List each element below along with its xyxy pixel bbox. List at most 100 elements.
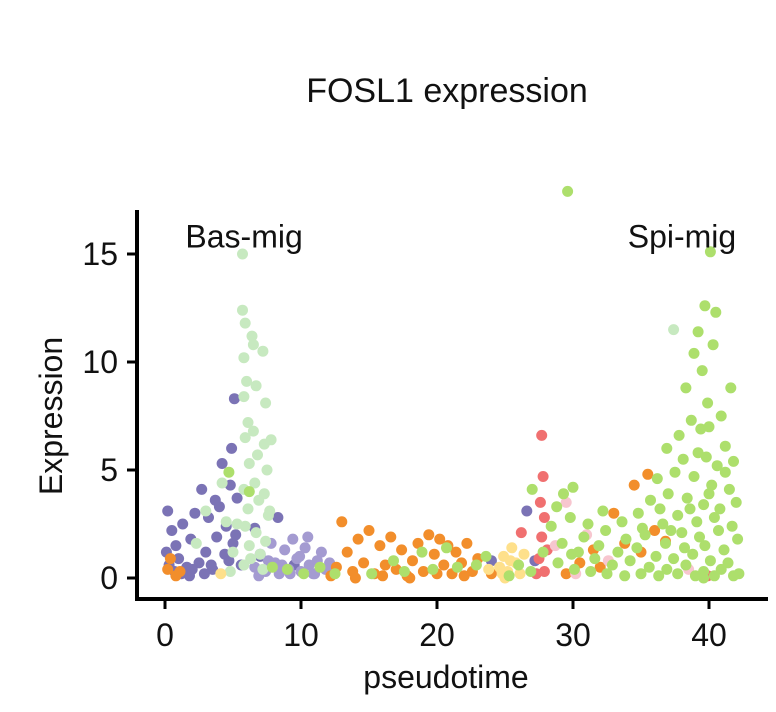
data-point	[257, 563, 269, 575]
data-point	[661, 563, 673, 575]
data-point	[703, 488, 715, 500]
data-point	[639, 529, 651, 541]
data-point	[537, 546, 549, 558]
data-point	[287, 533, 299, 545]
data-point	[216, 477, 228, 489]
data-point	[688, 471, 700, 482]
data-point	[239, 432, 251, 444]
data-point	[534, 496, 546, 508]
data-point	[281, 563, 293, 575]
data-point	[272, 512, 284, 523]
data-point	[341, 546, 353, 558]
annotation-label: Bas-mig	[185, 219, 302, 255]
data-point	[264, 505, 276, 517]
data-point	[643, 561, 655, 573]
data-point	[616, 516, 628, 528]
data-point	[249, 477, 261, 489]
data-point	[725, 382, 737, 394]
data-point	[719, 466, 731, 478]
data-point	[684, 503, 696, 515]
data-point	[628, 479, 640, 491]
data-point	[699, 540, 711, 552]
data-point	[258, 488, 270, 500]
data-point	[560, 568, 572, 580]
data-point	[480, 550, 492, 562]
annotation-label: Spi-mig	[628, 219, 736, 255]
data-point	[162, 563, 174, 575]
x-tick-label: 10	[283, 617, 319, 653]
data-point	[585, 566, 597, 577]
data-point	[632, 507, 644, 519]
data-point	[302, 531, 314, 543]
data-point	[692, 447, 704, 459]
data-point	[558, 488, 569, 500]
y-axis-ticks: 0 5 10 15	[82, 236, 137, 596]
data-point	[620, 533, 632, 545]
data-point	[518, 548, 530, 560]
data-point	[451, 561, 463, 573]
data-point	[226, 442, 238, 454]
data-point	[635, 568, 647, 580]
data-point	[231, 492, 243, 504]
data-point	[352, 533, 364, 545]
data-point	[600, 525, 612, 536]
data-point	[250, 380, 262, 392]
x-tick-label: 30	[555, 617, 591, 653]
data-point	[470, 559, 482, 571]
data-point	[515, 527, 527, 539]
data-point	[649, 525, 661, 536]
y-tick-label: 10	[82, 344, 118, 380]
data-point	[708, 570, 720, 582]
x-tick-label: 0	[156, 617, 174, 653]
data-point	[589, 553, 601, 565]
data-point	[601, 568, 613, 580]
data-point	[545, 520, 557, 532]
data-point	[687, 548, 699, 560]
data-point	[691, 516, 703, 528]
x-axis-title: pseudotime	[363, 659, 528, 695]
data-point	[662, 488, 674, 500]
series-group-red	[515, 429, 714, 582]
data-point	[654, 503, 666, 515]
data-point	[266, 561, 278, 573]
data-point	[298, 568, 310, 580]
data-point	[238, 352, 250, 364]
data-point	[200, 546, 212, 558]
data-point	[227, 546, 239, 558]
data-point	[631, 542, 643, 554]
data-point	[552, 557, 564, 569]
data-point	[273, 568, 285, 580]
data-point	[216, 458, 228, 469]
data-point	[578, 531, 590, 543]
data-point	[696, 365, 708, 377]
data-point	[428, 548, 440, 560]
annotations: Bas-mig Spi-mig	[185, 219, 736, 255]
data-point	[238, 391, 250, 403]
data-point	[566, 548, 578, 560]
data-point	[707, 339, 719, 351]
data-point	[567, 481, 579, 493]
data-point	[243, 458, 255, 469]
data-point	[184, 570, 195, 582]
data-point	[245, 553, 257, 565]
data-point	[668, 324, 680, 336]
data-point	[388, 555, 399, 567]
data-point	[606, 559, 618, 571]
data-point	[417, 566, 429, 577]
data-point	[642, 468, 654, 480]
data-point	[434, 533, 446, 545]
data-point	[385, 531, 397, 543]
data-point	[714, 503, 726, 515]
data-point	[237, 248, 248, 260]
data-point	[706, 479, 718, 491]
data-point	[700, 451, 712, 463]
data-point	[730, 496, 742, 508]
data-point	[299, 542, 311, 554]
data-point	[562, 185, 574, 197]
data-point	[379, 559, 391, 571]
data-point	[536, 429, 548, 441]
y-tick-label: 15	[82, 236, 118, 272]
data-point	[704, 246, 716, 258]
data-point	[680, 382, 692, 394]
data-point	[242, 503, 254, 515]
